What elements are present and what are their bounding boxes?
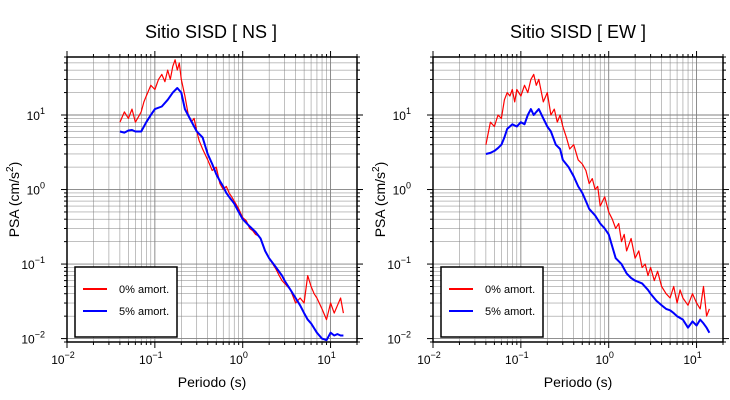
x-tick-exp: 0	[609, 350, 614, 360]
chart-title: Sitio SISD [ EW ]	[510, 22, 646, 42]
x-tick-exp: −1	[518, 350, 528, 360]
y-tick-base: 10	[21, 333, 35, 347]
y-tick-exp: −2	[35, 330, 45, 340]
y-tick-label: 101	[393, 106, 411, 123]
grid	[66, 56, 358, 343]
y-tick-exp: 1	[40, 106, 45, 116]
legend-label: 5% amort.	[485, 306, 535, 318]
x-axis-label: Periodo (s)	[178, 374, 246, 390]
y-tick-exp: 0	[406, 181, 411, 191]
x-tick-base: 10	[317, 353, 331, 367]
series-line-undamped	[485, 73, 710, 317]
x-tick-label: 101	[683, 350, 701, 367]
x-tick-label: 10−2	[51, 350, 75, 367]
x-tick-base: 10	[683, 353, 697, 367]
y-tick-label: 100	[27, 181, 45, 198]
y-tick-base: 10	[27, 184, 41, 198]
y-label-main: PSA (cm/s	[6, 172, 22, 237]
legend-label: 0% amort.	[119, 284, 169, 296]
y-tick-exp: −1	[35, 255, 45, 265]
y-tick-base: 10	[393, 184, 407, 198]
chart-title: Sitio SISD [ NS ]	[145, 22, 277, 42]
y-label-main: PSA (cm/s	[372, 172, 388, 237]
x-tick-exp: −2	[431, 350, 441, 360]
y-label-sup: 2	[371, 166, 382, 172]
legend: 0% amort. 5% amort.	[440, 266, 544, 338]
y-label-tail: )	[6, 162, 22, 167]
y-label-tail: )	[372, 162, 388, 167]
x-tick-exp: 0	[243, 350, 248, 360]
chart-panel-1: Sitio SISD [ NS ]10−2 10−1 100 10110−210−11…	[5, 22, 363, 390]
y-tick-base: 10	[387, 258, 401, 272]
y-tick-exp: −2	[401, 330, 411, 340]
x-tick-base: 10	[417, 353, 431, 367]
x-tick-base: 10	[51, 353, 65, 367]
x-tick-label: 100	[230, 350, 248, 367]
legend: 0% amort. 5% amort.	[74, 266, 178, 338]
legend-box	[74, 266, 178, 338]
y-tick-exp: −1	[401, 255, 411, 265]
x-tick-exp: 1	[331, 350, 336, 360]
y-tick-base: 10	[21, 258, 35, 272]
x-tick-base: 10	[139, 353, 153, 367]
x-tick-base: 10	[505, 353, 519, 367]
y-tick-label: 10−1	[387, 255, 411, 272]
legend-box	[440, 266, 544, 338]
series-line-damped	[485, 108, 711, 334]
x-tick-base: 10	[230, 353, 244, 367]
x-tick-base: 10	[596, 353, 610, 367]
x-axis-label: Periodo (s)	[544, 374, 612, 390]
y-tick-exp: 1	[406, 106, 411, 116]
y-tick-base: 10	[27, 109, 41, 123]
series-line-undamped	[119, 59, 344, 321]
legend-label: 0% amort.	[485, 284, 535, 296]
x-tick-label: 100	[596, 350, 614, 367]
x-tick-label: 10−1	[139, 350, 163, 367]
x-tick-label: 10−1	[505, 350, 529, 367]
legend-label: 5% amort.	[119, 306, 169, 318]
y-tick-base: 10	[387, 333, 401, 347]
y-tick-base: 10	[393, 109, 407, 123]
y-tick-label: 10−1	[21, 255, 45, 272]
x-tick-label: 10−2	[417, 350, 441, 367]
x-tick-label: 101	[317, 350, 335, 367]
y-axis-label: PSA (cm/s2)	[371, 162, 388, 238]
y-tick-label: 10−2	[21, 330, 45, 347]
y-axis-label: PSA (cm/s2)	[5, 162, 22, 238]
y-tick-label: 101	[27, 106, 45, 123]
x-tick-exp: 1	[697, 350, 702, 360]
y-label-sup: 2	[5, 166, 16, 172]
x-tick-exp: −1	[152, 350, 162, 360]
y-tick-exp: 0	[40, 181, 45, 191]
y-tick-label: 100	[393, 181, 411, 198]
series-line-damped	[119, 87, 344, 342]
x-tick-exp: −2	[65, 350, 75, 360]
plot-frame	[66, 56, 358, 343]
plot-frame	[432, 56, 724, 343]
chart-panel-2: Sitio SISD [ EW ]10−2 10−1 100 10110−210−11…	[371, 22, 729, 390]
y-tick-label: 10−2	[387, 330, 411, 347]
